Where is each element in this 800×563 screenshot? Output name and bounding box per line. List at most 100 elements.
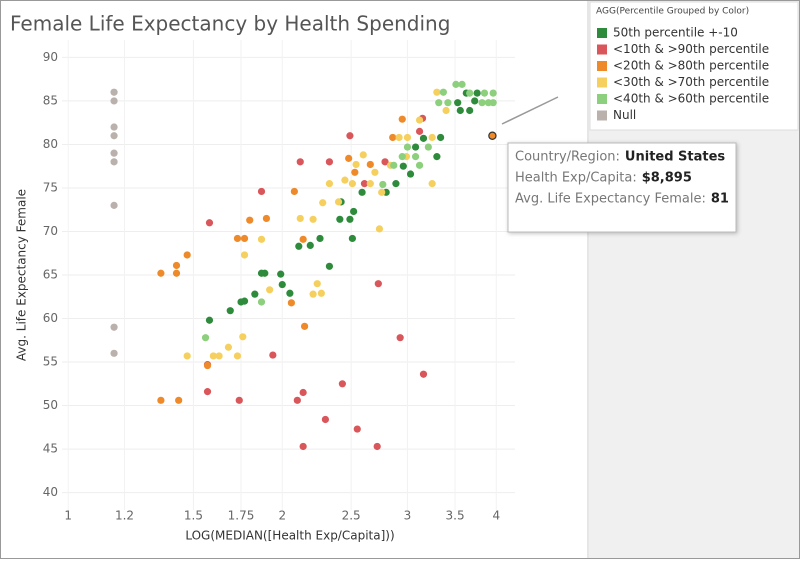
point [277,270,285,278]
point [240,251,249,259]
point [478,99,486,107]
point [489,89,497,97]
point [454,99,462,107]
tooltip: Country/Region: United States Health Exp/C… [501,96,737,233]
point [290,187,298,196]
point [110,132,118,140]
y-tick-label: 85 [43,93,58,107]
point [352,160,360,169]
point [266,286,274,294]
point [419,370,428,378]
point [157,396,165,404]
point [246,216,254,224]
legend-label: 50th percentile +-10 [613,26,738,40]
point [325,262,334,270]
point [366,160,374,169]
point [296,214,304,223]
point [358,188,366,196]
point [317,289,325,297]
point [341,176,349,184]
y-axis-title: Avg. Life Expectancy Female [15,189,29,361]
point [321,415,330,424]
point [403,143,412,151]
point [444,99,452,107]
x-tick-label: 1.5 [184,509,203,523]
point [183,352,191,360]
point [205,219,214,227]
point [395,133,403,142]
point [381,158,389,166]
point [350,207,358,216]
point [345,154,353,162]
point [313,280,321,288]
point [239,333,247,341]
point [201,334,210,342]
point [433,88,441,96]
point [295,242,303,250]
legend-swatch [597,94,607,104]
point [262,214,271,223]
point [466,89,474,97]
point [398,153,406,161]
y-tick-label: 90 [43,50,58,64]
point [403,133,412,142]
point [348,180,356,188]
point [458,80,466,88]
x-tick-label: 2.5 [342,509,361,523]
point [296,158,304,166]
point [433,153,441,161]
point [215,352,223,360]
point [172,261,181,270]
point [233,234,242,243]
point [348,234,356,243]
point [406,170,415,178]
y-tick-label: 40 [43,485,58,499]
point [316,234,324,243]
point [240,297,249,305]
point [278,280,286,289]
x-tick-label: 2 [278,509,286,523]
legend-swatch [597,61,607,71]
point [471,97,479,105]
point [398,115,406,123]
point [488,131,497,140]
point [338,380,346,388]
y-tick-label: 80 [43,137,58,151]
x-axis-title: LOG(MEDIAN([Health Exp/Capita])) [185,529,394,543]
point [257,187,266,196]
point [353,425,361,433]
point [224,343,233,351]
y-tick-label: 50 [43,398,58,412]
legend-title: AGG(Percentile Grouped by Color) [596,7,749,17]
point [325,180,334,188]
x-tick-label: 1 [64,509,72,523]
point [411,153,420,161]
point [442,106,450,115]
point [379,180,387,189]
tooltip-label: Avg. Life Expectancy Female: [515,192,706,207]
legend-label: <10th & >90th percentile [613,42,769,56]
point [300,322,309,330]
point [374,280,382,288]
point [428,180,436,188]
point [261,269,269,277]
point [257,298,266,306]
point [390,161,398,169]
point [299,235,307,243]
point [351,168,359,176]
point [110,158,118,166]
point [235,396,243,404]
point [110,323,118,331]
point [415,127,424,135]
legend-label: Null [613,108,636,122]
point [110,349,118,357]
x-tick-label: 1.75 [228,509,255,523]
point [209,352,217,360]
tooltip-value: 81 [711,192,729,207]
point [293,396,301,404]
point [334,198,343,206]
point [415,116,424,124]
point [424,143,432,151]
point [366,180,374,188]
